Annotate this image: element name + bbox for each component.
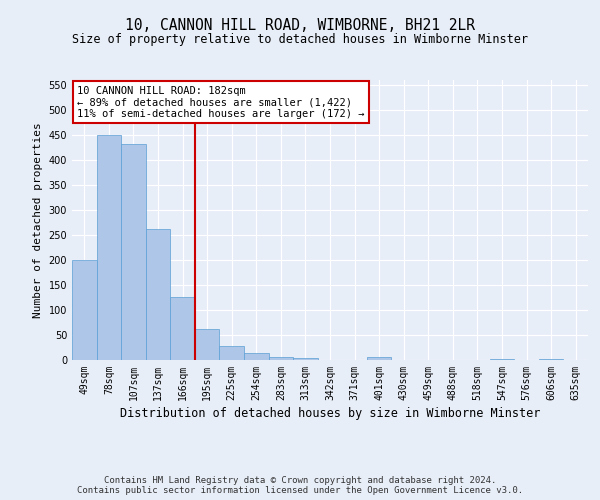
Bar	[146, 228, 170, 360]
Bar	[293, 358, 318, 360]
Bar	[539, 358, 563, 360]
Bar	[220, 346, 244, 360]
Bar	[195, 329, 220, 360]
Bar	[170, 296, 195, 360]
Bar	[72, 260, 97, 360]
Bar	[269, 356, 293, 360]
Text: 10, CANNON HILL ROAD, WIMBORNE, BH21 2LR: 10, CANNON HILL ROAD, WIMBORNE, BH21 2LR	[125, 18, 475, 32]
X-axis label: Distribution of detached houses by size in Wimborne Minster: Distribution of detached houses by size …	[120, 407, 540, 420]
Text: Contains HM Land Registry data © Crown copyright and database right 2024.
Contai: Contains HM Land Registry data © Crown c…	[77, 476, 523, 495]
Bar	[121, 144, 146, 360]
Text: Size of property relative to detached houses in Wimborne Minster: Size of property relative to detached ho…	[72, 32, 528, 46]
Text: 10 CANNON HILL ROAD: 182sqm
← 89% of detached houses are smaller (1,422)
11% of : 10 CANNON HILL ROAD: 182sqm ← 89% of det…	[77, 86, 365, 119]
Bar	[244, 353, 269, 360]
Y-axis label: Number of detached properties: Number of detached properties	[33, 122, 43, 318]
Bar	[97, 135, 121, 360]
Bar	[367, 357, 391, 360]
Bar	[490, 358, 514, 360]
